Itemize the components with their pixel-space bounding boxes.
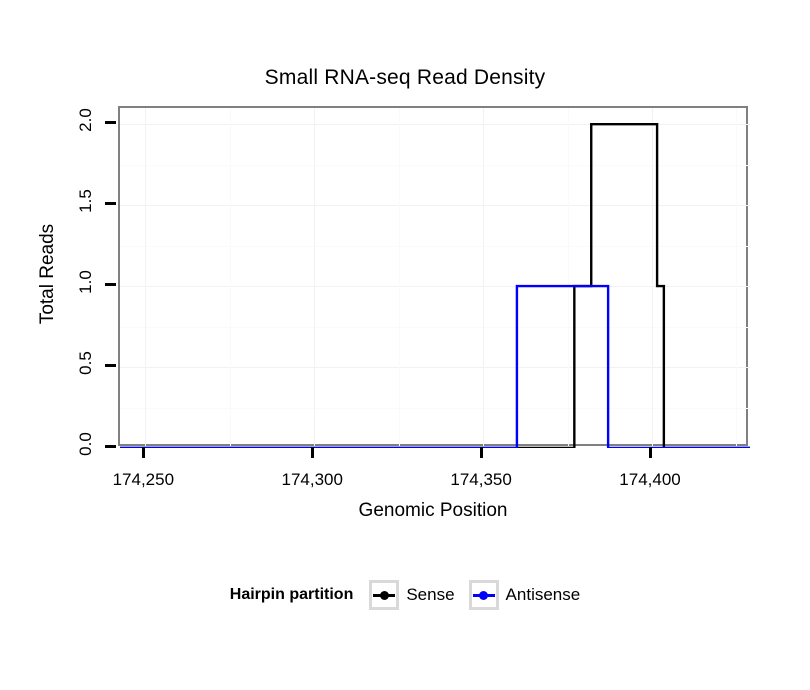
legend-entry-label: Antisense xyxy=(505,585,581,604)
x-axis-title: Genomic Position xyxy=(358,500,508,521)
gridline-horizontal-minor xyxy=(120,407,750,409)
chart-title: Small RNA-seq Read Density xyxy=(264,66,546,89)
legend-entry-sense[interactable]: Sense xyxy=(369,580,455,610)
y-axis-tick xyxy=(105,444,116,448)
gridline-vertical xyxy=(145,108,147,448)
series-layer xyxy=(120,122,750,448)
y-axis-tick-label: 0.0 xyxy=(76,432,96,456)
gridline-vertical-minor xyxy=(398,108,400,448)
y-axis-tick-label: 2.0 xyxy=(76,108,96,133)
y-axis-tick xyxy=(105,120,116,124)
gridline-vertical-minor xyxy=(229,108,231,448)
legend-entries: Sense Antisense xyxy=(369,580,580,610)
gridline-horizontal xyxy=(120,205,750,207)
gridline-vertical xyxy=(652,108,654,448)
legend-key-swatch xyxy=(369,580,400,610)
x-axis-tick xyxy=(479,447,483,458)
x-axis-tick xyxy=(141,447,145,458)
gridline-vertical xyxy=(314,108,316,448)
x-axis-tick-label: 174,250 xyxy=(112,470,175,489)
gridline-horizontal-minor xyxy=(120,245,750,247)
series-line-sense xyxy=(120,122,750,448)
legend-point-icon xyxy=(379,590,389,600)
gridline-vertical-minor xyxy=(567,108,569,448)
gridline-horizontal xyxy=(120,367,750,369)
gridline-horizontal-minor xyxy=(120,326,750,328)
gridline-horizontal xyxy=(120,286,750,288)
gridline-horizontal-minor xyxy=(120,164,750,166)
y-axis-tick xyxy=(105,363,116,367)
y-axis-tick xyxy=(105,282,116,286)
gridline-horizontal xyxy=(120,124,750,126)
gridline-vertical-minor xyxy=(736,108,738,448)
x-axis-tick xyxy=(648,447,652,458)
series-line-antisense xyxy=(120,284,750,448)
y-axis-tick xyxy=(105,201,116,205)
legend: Hairpin partition Sense Antisense xyxy=(0,580,810,610)
legend-point-icon xyxy=(479,590,489,600)
legend-entry-label: Sense xyxy=(406,585,455,604)
x-axis-tick xyxy=(310,447,314,458)
legend-title: Hairpin partition xyxy=(229,586,354,603)
gridline-vertical xyxy=(483,108,485,448)
plot-panel xyxy=(118,106,750,448)
legend-key-swatch xyxy=(468,580,499,610)
y-axis-title: Total Reads xyxy=(37,223,58,325)
x-axis-tick-label: 174,350 xyxy=(450,470,512,489)
x-axis-tick-label: 174,400 xyxy=(619,470,681,489)
x-axis-tick-label: 174,300 xyxy=(281,470,343,489)
plot-area xyxy=(120,108,750,448)
legend-entry-antisense[interactable]: Antisense xyxy=(468,580,581,610)
